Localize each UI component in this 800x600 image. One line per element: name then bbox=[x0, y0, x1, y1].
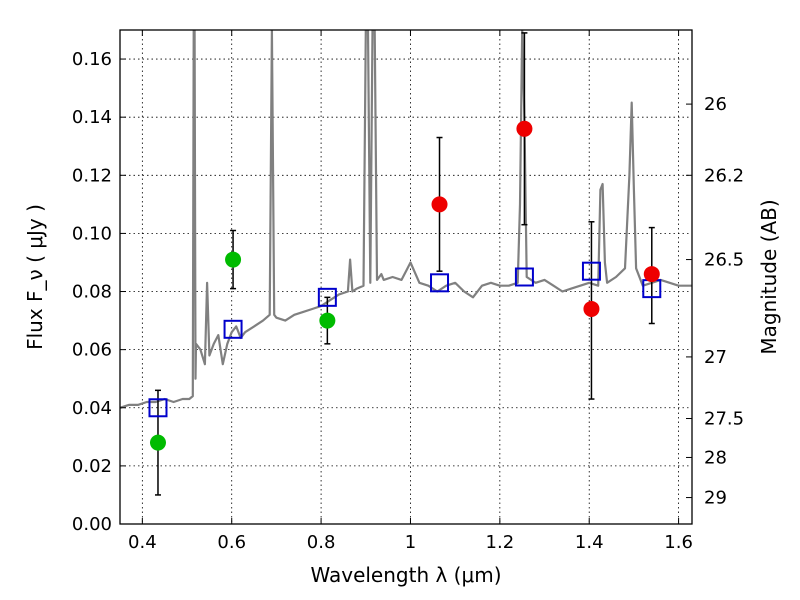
y-tick-label: 0.08 bbox=[72, 282, 112, 303]
x-tick-label: 1.2 bbox=[486, 532, 515, 553]
right-tick-label: 28 bbox=[704, 447, 727, 468]
x-tick-label: 1.4 bbox=[575, 532, 604, 553]
model-photometry-square bbox=[223, 319, 243, 339]
y-tick-label: 0.14 bbox=[72, 107, 112, 128]
optical-point bbox=[149, 434, 166, 451]
x-tick-label: 1.6 bbox=[664, 532, 693, 553]
y-tick-label: 0.02 bbox=[72, 456, 112, 477]
nir-point bbox=[516, 120, 533, 137]
y-tick-label: 0.06 bbox=[72, 340, 112, 361]
x-axis-label: Wavelength λ (μm) bbox=[310, 563, 501, 587]
model-photometry-square bbox=[430, 273, 450, 293]
x-tick-label: 0.8 bbox=[307, 532, 336, 553]
y-tick-label: 0.16 bbox=[72, 49, 112, 70]
right-tick-label: 26 bbox=[704, 94, 727, 115]
model-photometry-square bbox=[581, 261, 601, 281]
nir-point bbox=[431, 196, 448, 213]
y-tick-label: 0.10 bbox=[72, 223, 112, 244]
model-photometry-square bbox=[148, 398, 168, 418]
nir-point bbox=[583, 300, 600, 317]
nir-point bbox=[643, 266, 660, 283]
model-spectrum-line bbox=[120, 30, 692, 409]
plot-frame bbox=[119, 29, 693, 525]
y-tick-label: 0.04 bbox=[72, 398, 112, 419]
y-axis-label: Flux F_ν ( μJy ) bbox=[23, 204, 47, 350]
x-tick-label: 0.6 bbox=[217, 532, 246, 553]
right-tick-label: 27 bbox=[704, 347, 727, 368]
plot-series bbox=[120, 30, 692, 496]
model-photometry-square bbox=[514, 267, 534, 287]
optical-point bbox=[319, 312, 336, 329]
x-tick-label: 1 bbox=[405, 532, 416, 553]
model-photometry-square bbox=[317, 287, 337, 307]
optical-point bbox=[225, 251, 242, 268]
y-axis-right-label: Magnitude (AB) bbox=[757, 199, 781, 354]
x-tick-label: 0.4 bbox=[128, 532, 157, 553]
right-tick-label: 26.5 bbox=[704, 250, 744, 271]
axis-ticks: 0.4 0.6 0.8 1 1.2 1.4 1.6 0.00 0.02 0.04 0.06 0.08 0… bbox=[72, 30, 744, 553]
right-tick-label: 27.5 bbox=[704, 409, 744, 430]
y-tick-label: 0.00 bbox=[72, 514, 112, 535]
right-tick-label: 26.2 bbox=[704, 165, 744, 186]
y-tick-label: 0.12 bbox=[72, 165, 112, 186]
right-tick-label: 29 bbox=[704, 488, 727, 509]
